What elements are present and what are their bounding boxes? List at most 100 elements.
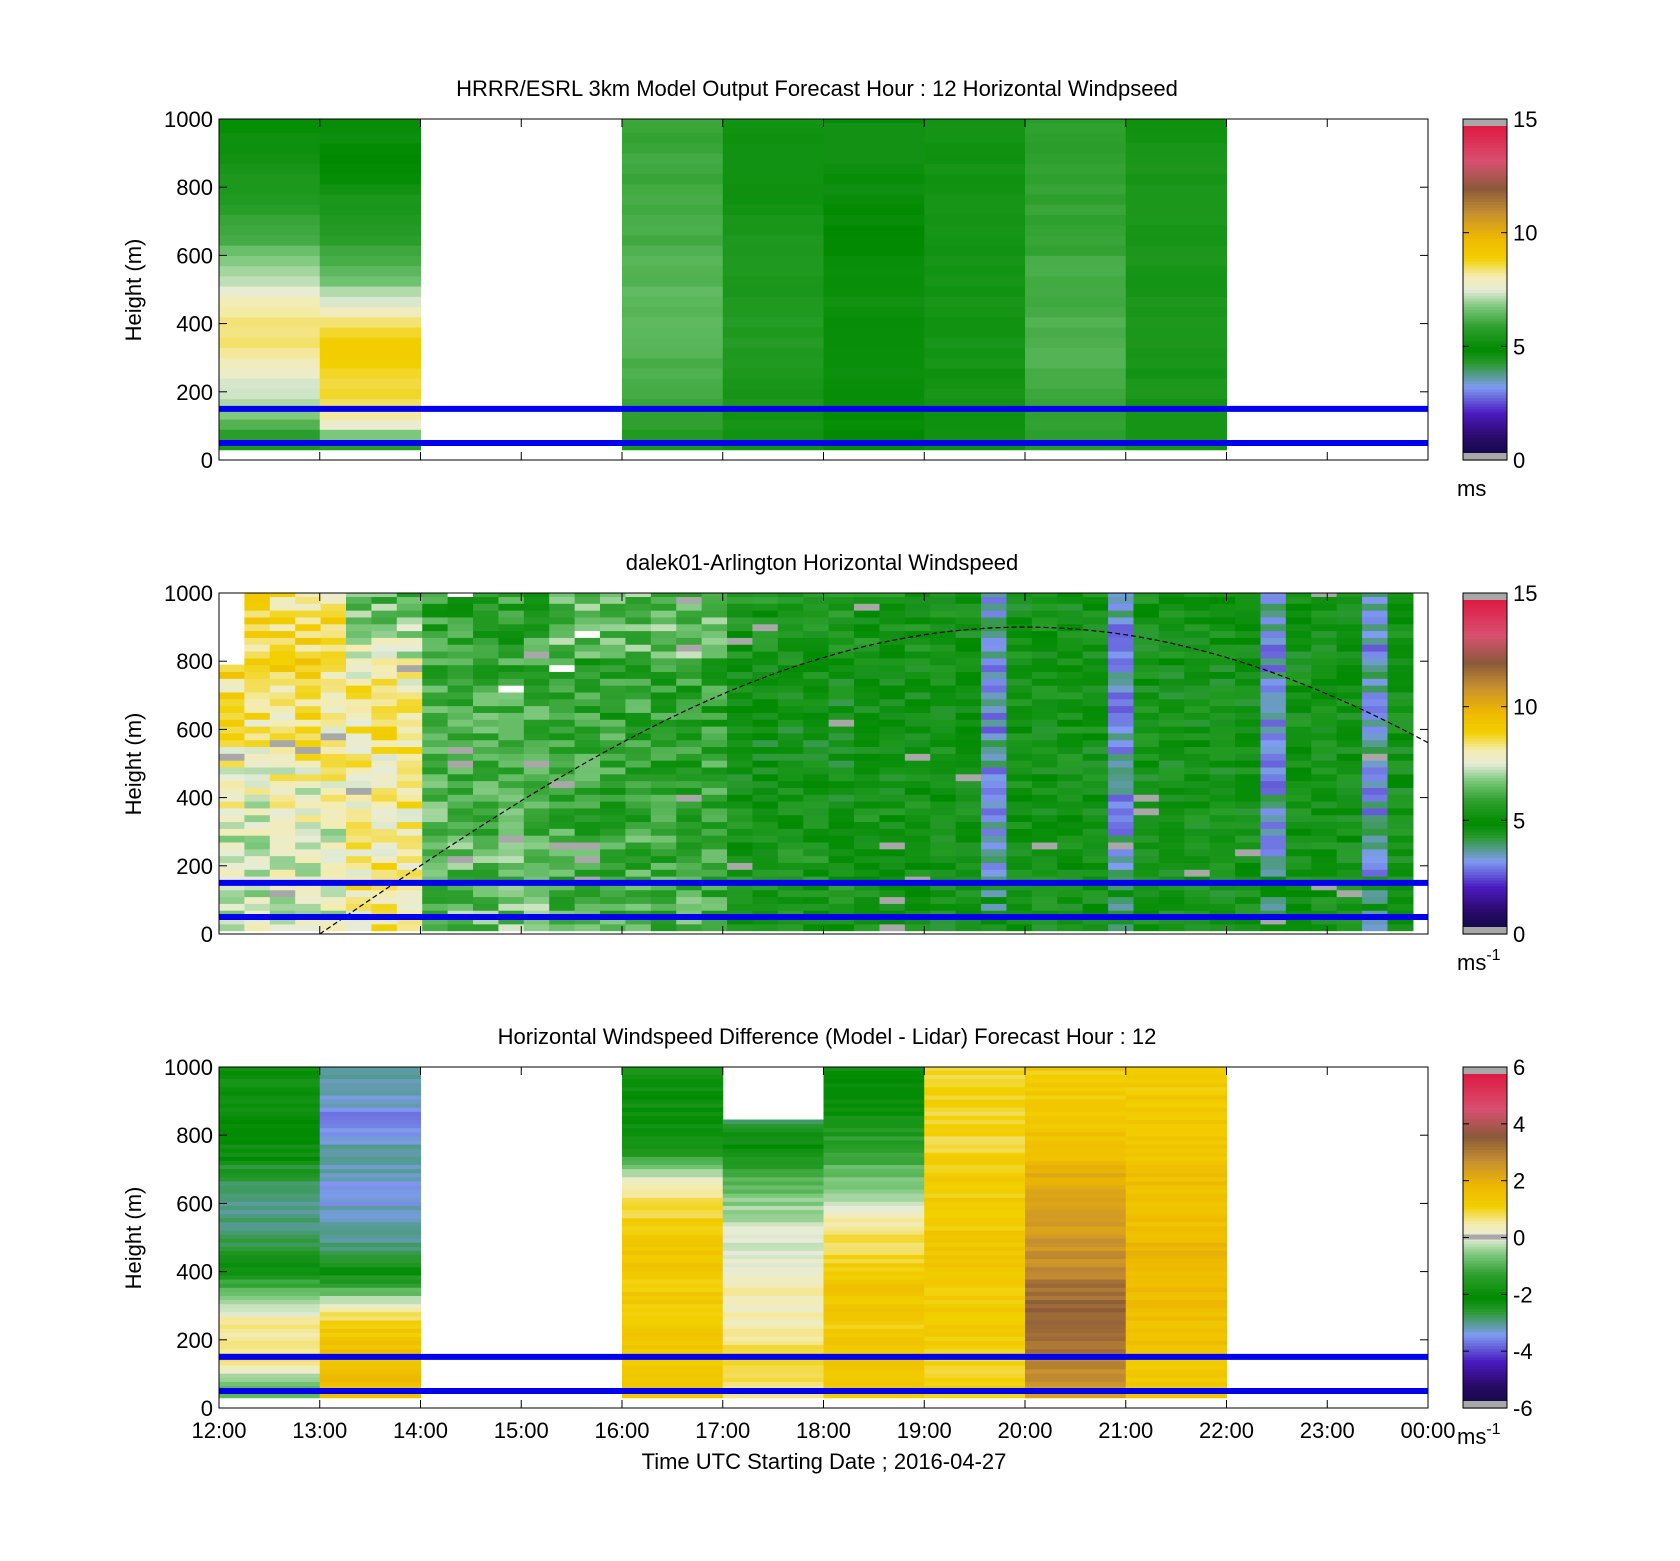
- colorbar-swatch: [1463, 655, 1507, 659]
- heatmap-cell: [346, 814, 373, 823]
- heatmap-cell: [650, 766, 677, 775]
- heatmap-cell: [1387, 593, 1414, 598]
- heatmap-cell: [1336, 630, 1363, 638]
- heatmap-cell: [981, 593, 1008, 598]
- heatmap-cell: [1025, 1131, 1127, 1137]
- heatmap-cell: [722, 1238, 824, 1243]
- heatmap-cell: [1184, 835, 1211, 843]
- heatmap-cell: [549, 814, 576, 823]
- heatmap-cell: [650, 760, 677, 768]
- heatmap-cell: [219, 245, 321, 256]
- heatmap-cell: [1362, 794, 1389, 802]
- heatmap-cell: [828, 787, 855, 795]
- heatmap-cell: [924, 1266, 1026, 1272]
- heatmap-cell: [1209, 698, 1236, 707]
- heatmap-cell: [981, 903, 1008, 911]
- colorbar-swatch: [1463, 746, 1507, 750]
- heatmap-cell: [498, 889, 525, 898]
- heatmap-cell: [701, 719, 728, 727]
- heatmap-cell: [396, 746, 423, 754]
- heatmap-cell: [1025, 1283, 1127, 1288]
- heatmap-cell: [625, 766, 652, 775]
- heatmap-cell: [1082, 698, 1109, 707]
- heatmap-cell: [823, 1160, 925, 1166]
- heatmap-cell: [622, 1094, 724, 1100]
- heatmap-cell: [346, 664, 373, 673]
- heatmap-cell: [600, 835, 627, 843]
- heatmap-cell: [1025, 1189, 1127, 1194]
- heatmap-cell: [701, 593, 728, 598]
- heatmap-cell: [823, 255, 925, 267]
- heatmap-cell: [823, 286, 925, 297]
- heatmap-cell: [319, 1217, 421, 1223]
- heatmap-cell: [219, 316, 321, 328]
- heatmap-cell: [701, 685, 728, 693]
- heatmap-cell: [319, 1279, 421, 1284]
- heatmap-cell: [219, 1283, 321, 1288]
- heatmap-cell: [1108, 705, 1135, 713]
- heatmap-cell: [752, 732, 779, 741]
- heatmap-cell: [924, 1221, 1026, 1227]
- heatmap-cell: [1031, 882, 1058, 891]
- heatmap-cell: [828, 910, 855, 918]
- heatmap-cell: [1235, 685, 1262, 693]
- heatmap-cell: [1006, 848, 1033, 857]
- heatmap-cell: [722, 1360, 824, 1366]
- heatmap-cell: [1125, 1262, 1227, 1268]
- heatmap-cell: [219, 869, 246, 877]
- heatmap-cell: [854, 869, 881, 877]
- heatmap-cell: [574, 739, 601, 748]
- heatmap-cell: [219, 1127, 321, 1133]
- y-axis-label: Height (m): [121, 713, 146, 816]
- heatmap-cell: [1125, 1266, 1227, 1272]
- heatmap-cell: [549, 787, 576, 795]
- heatmap-cell: [422, 685, 449, 693]
- heatmap-cell: [1387, 862, 1414, 870]
- heatmap-cell: [219, 1332, 321, 1337]
- heatmap-cell: [319, 378, 421, 389]
- heatmap-cell: [828, 841, 855, 850]
- heatmap-cell: [625, 623, 652, 632]
- heatmap-cell: [1108, 691, 1135, 700]
- heatmap-cell: [1125, 204, 1227, 215]
- colorbar-swatch: [1463, 320, 1507, 325]
- heatmap-cell: [701, 664, 728, 673]
- heatmap-cell: [1025, 1238, 1127, 1243]
- heatmap-cell: [1006, 725, 1033, 734]
- heatmap-cell: [396, 753, 423, 761]
- heatmap-cell: [1057, 623, 1084, 632]
- heatmap-cell: [1362, 732, 1389, 741]
- heatmap-cell: [396, 807, 423, 816]
- heatmap-cell: [752, 610, 779, 618]
- heatmap-cell: [219, 1164, 321, 1170]
- heatmap-cell: [1311, 903, 1338, 911]
- heatmap-cell: [1006, 698, 1033, 707]
- heatmap-cell: [523, 807, 550, 816]
- colorbar-swatch: [1463, 190, 1507, 194]
- heatmap-cell: [722, 1324, 824, 1329]
- heatmap-cell: [1133, 828, 1160, 836]
- heatmap-cell: [1108, 616, 1135, 625]
- heatmap-cell: [219, 153, 321, 164]
- heatmap-cell: [1025, 183, 1127, 195]
- heatmap-cell: [981, 739, 1008, 748]
- heatmap-cell: [1125, 286, 1227, 297]
- heatmap-cell: [1031, 650, 1058, 659]
- heatmap-cell: [930, 739, 957, 748]
- heatmap-cell: [777, 787, 804, 795]
- heatmap-cell: [854, 657, 881, 666]
- heatmap-cell: [625, 828, 652, 836]
- heatmap-cell: [320, 685, 347, 693]
- heatmap-cell: [828, 630, 855, 638]
- heatmap-cell: [1125, 1303, 1227, 1309]
- colorbar-swatch: [1463, 1149, 1507, 1153]
- heatmap-cell: [823, 1099, 925, 1104]
- heatmap-cell: [1311, 725, 1338, 734]
- heatmap-cell: [319, 1287, 421, 1292]
- heatmap-cell: [981, 869, 1008, 877]
- heatmap-cell: [676, 869, 703, 877]
- heatmap-cell: [1125, 1283, 1227, 1288]
- heatmap-cell: [319, 1139, 421, 1145]
- heatmap-cell: [879, 766, 906, 775]
- heatmap-cell: [600, 916, 627, 925]
